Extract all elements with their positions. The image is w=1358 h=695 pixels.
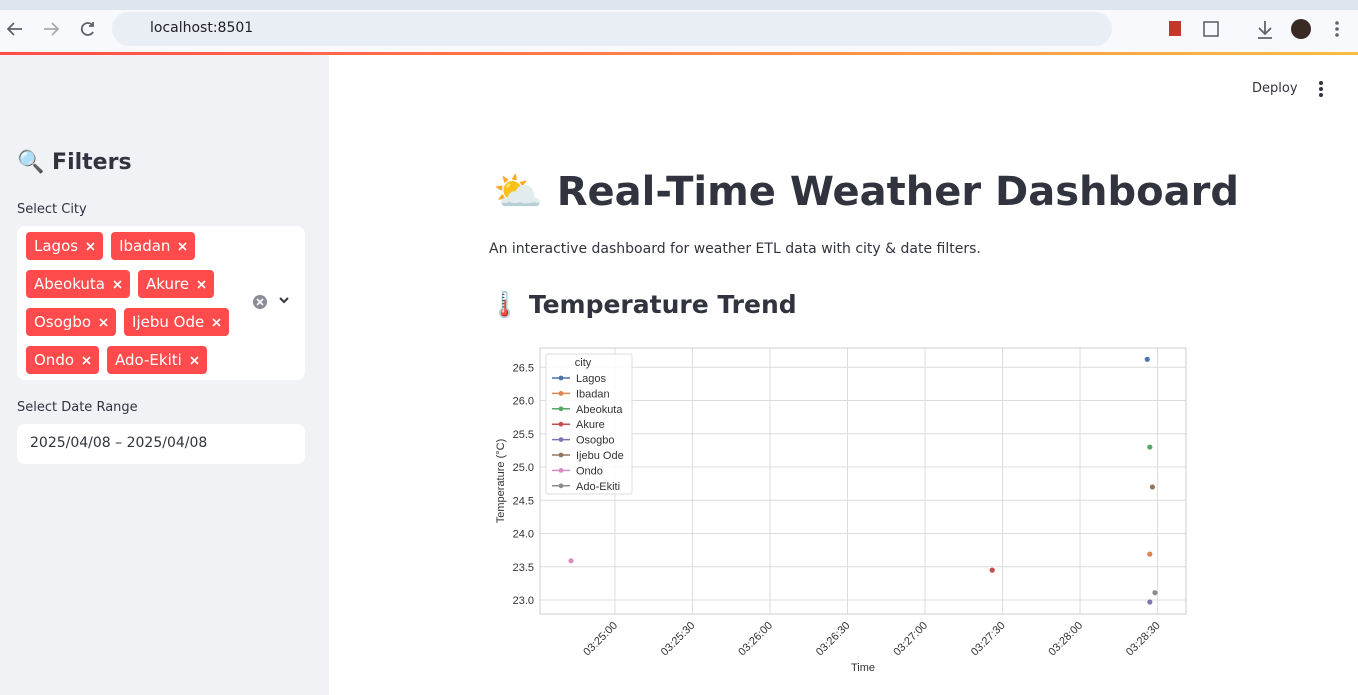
tag-remove[interactable] xyxy=(178,241,187,251)
y-axis-label: Temperature (°C) xyxy=(495,439,507,523)
tag-label: Abeokuta xyxy=(34,275,105,293)
city-tag[interactable]: Lagos xyxy=(26,232,104,260)
description: An interactive dashboard for weather ETL… xyxy=(489,241,981,257)
data-point xyxy=(1149,484,1156,490)
downloads[interactable] xyxy=(1258,21,1272,39)
y-tick-label: 25.0 xyxy=(513,462,534,474)
city-tag[interactable]: Ijebu Ode xyxy=(124,308,230,336)
data-point xyxy=(1147,444,1153,450)
y-tick-label: 25.5 xyxy=(513,429,534,441)
tag-label: Ibadan xyxy=(119,237,171,255)
y-tick-label: 23.0 xyxy=(513,595,534,607)
city-label: Select City xyxy=(17,202,87,217)
dropdown-chevron[interactable] xyxy=(279,297,289,304)
legend-marker xyxy=(558,437,564,442)
y-tick-label: 23.5 xyxy=(513,562,534,574)
legend-title: city xyxy=(575,357,592,369)
data-point xyxy=(1144,356,1150,362)
legend-label: Ondo xyxy=(576,465,603,477)
sidebar-heading: 🔍 Filters xyxy=(17,150,132,175)
data-point xyxy=(989,567,995,573)
legend-box xyxy=(545,353,633,495)
x-axis-label: Time xyxy=(851,662,875,674)
section-heading: 🌡️ Temperature Trend xyxy=(489,290,797,319)
browser-menu[interactable] xyxy=(1335,21,1339,37)
tag-label: Osogbo xyxy=(34,313,92,331)
legend-marker xyxy=(558,375,564,381)
tag-remove[interactable] xyxy=(190,355,199,365)
date-value: 2025/04/08 – 2025/04/08 xyxy=(30,435,208,451)
profile-avatar[interactable] xyxy=(1291,19,1311,39)
tag-label: Ado-Ekiti xyxy=(115,351,182,369)
plot-frame xyxy=(539,347,1187,615)
legend-marker xyxy=(558,452,564,458)
reload-button[interactable] xyxy=(80,22,94,36)
legend-label: Lagos xyxy=(576,373,606,385)
tag-label: Lagos xyxy=(34,237,79,255)
tag-remove[interactable] xyxy=(113,279,122,289)
y-tick-label: 26.5 xyxy=(513,362,534,374)
legend-label: Ado-Ekiti xyxy=(576,481,620,493)
legend-marker xyxy=(558,391,564,396)
tag-remove[interactable] xyxy=(99,317,108,327)
city-tag[interactable]: Ondo xyxy=(26,346,100,374)
tag-label: Ijebu Ode xyxy=(132,313,205,331)
y-tick-label: 24.0 xyxy=(513,529,534,541)
extension-icon[interactable] xyxy=(1169,21,1181,36)
city-tag[interactable]: Abeokuta xyxy=(26,270,130,298)
data-point xyxy=(568,558,574,564)
legend-marker xyxy=(558,468,564,473)
legend-marker xyxy=(558,483,564,489)
back-button[interactable] xyxy=(6,22,22,36)
city-tag[interactable]: Ado-Ekiti xyxy=(107,346,207,374)
city-tag[interactable]: Akure xyxy=(138,270,215,298)
app-menu[interactable] xyxy=(1314,80,1328,100)
extensions[interactable] xyxy=(1203,21,1219,37)
city-tags: Lagos Ibadan Abeokuta Akure Osogbo Ijebu Ode O… xyxy=(26,232,250,374)
legend-label: Akure xyxy=(576,419,605,431)
city-tag[interactable]: Osogbo xyxy=(26,308,117,336)
tag-remove[interactable] xyxy=(82,355,91,365)
tab-strip xyxy=(0,0,1358,10)
data-point xyxy=(1147,599,1153,605)
clear-icon xyxy=(256,298,264,306)
address-bar[interactable] xyxy=(112,12,1112,46)
legend-label: Osogbo xyxy=(576,435,615,447)
city-tag[interactable]: Ibadan xyxy=(111,232,196,260)
legend-label: Ijebu Ode xyxy=(576,450,624,462)
legend-marker xyxy=(558,406,564,412)
y-tick-label: 26.0 xyxy=(513,396,534,408)
y-tick-label: 24.5 xyxy=(513,495,534,507)
tag-remove[interactable] xyxy=(197,279,206,289)
legend-marker xyxy=(558,421,564,427)
app-accent-line xyxy=(0,52,1358,55)
tag-remove[interactable] xyxy=(212,317,221,327)
deploy-button[interactable]: Deploy xyxy=(1252,81,1298,96)
legend-label: Ibadan xyxy=(576,388,610,400)
tag-remove[interactable] xyxy=(86,241,95,251)
data-point xyxy=(1147,551,1153,557)
tag-label: Akure xyxy=(146,275,190,293)
forward-button[interactable] xyxy=(44,22,60,36)
tag-label: Ondo xyxy=(34,351,75,369)
date-input[interactable] xyxy=(17,424,305,464)
url: localhost:8501 xyxy=(150,20,254,36)
legend-label: Abeokuta xyxy=(576,404,623,416)
page-title: ⛅ Real-Time Weather Dashboard xyxy=(493,169,1239,215)
data-point xyxy=(1152,590,1158,596)
multiselect-controls xyxy=(253,295,289,309)
date-label: Select Date Range xyxy=(17,400,138,415)
temperature-chart: 23.023.524.024.525.025.526.026.503:25:00… xyxy=(490,340,1190,680)
